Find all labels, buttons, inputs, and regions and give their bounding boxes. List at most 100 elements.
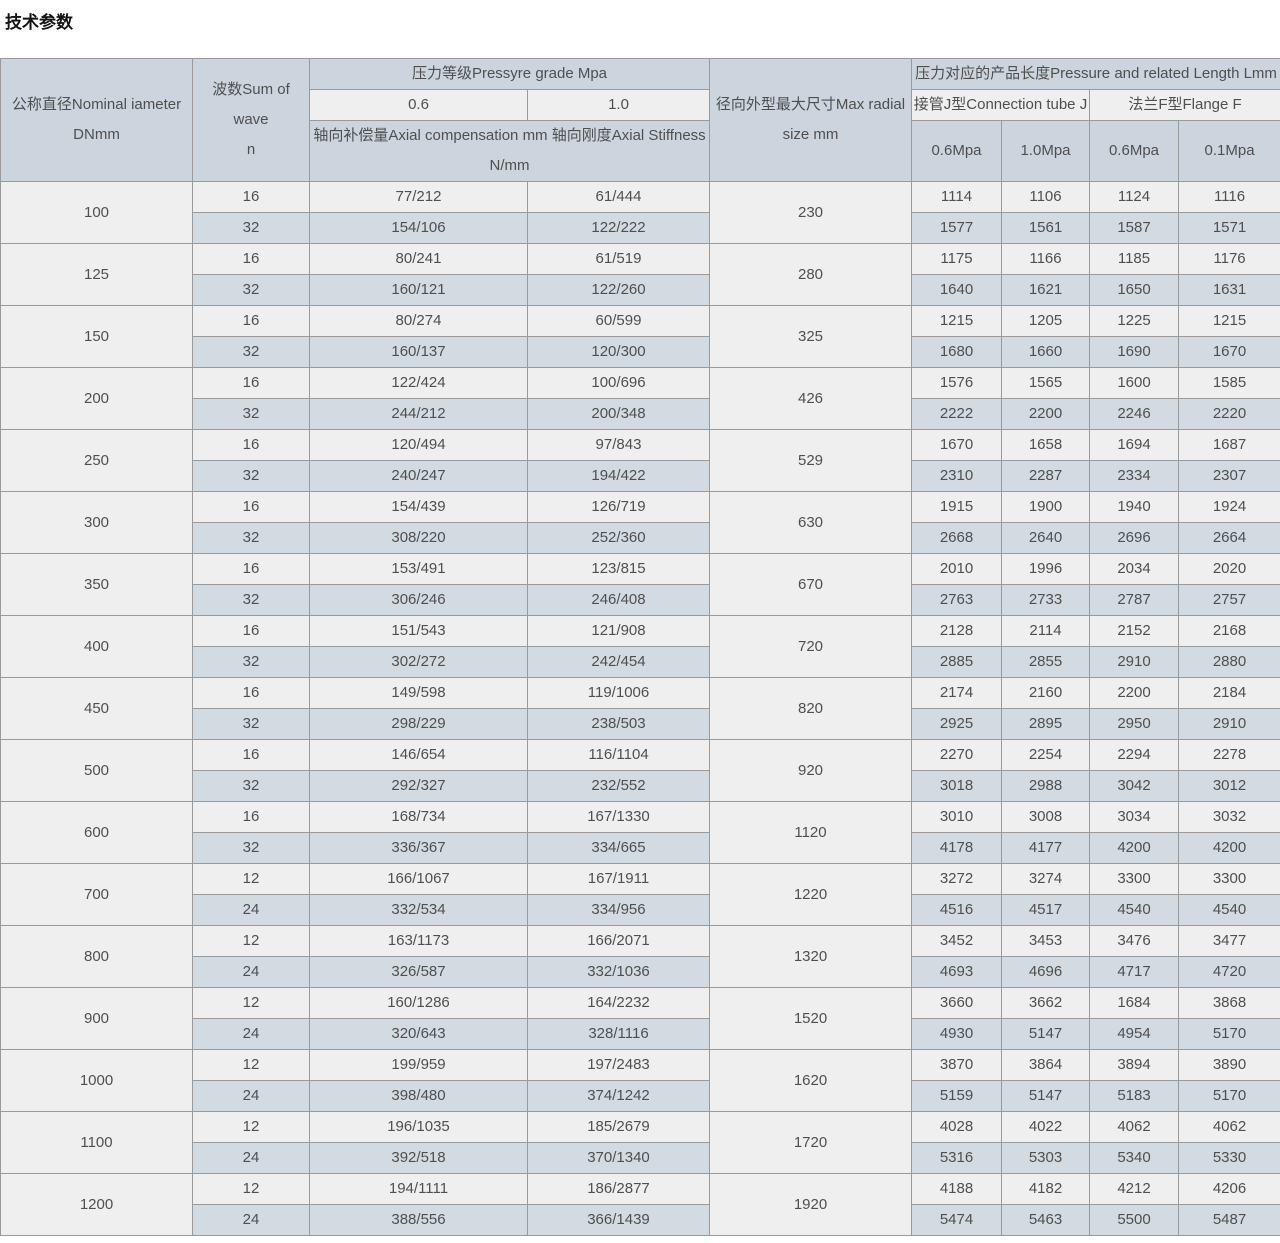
header-nominal-diameter-line2: DNmm — [73, 126, 120, 143]
tube-0.6mpa-length-cell: 2885 — [911, 646, 1002, 678]
tube-1.0mpa-length-cell: 5147 — [1001, 1080, 1090, 1112]
flange-0.6mpa-length-cell: 4540 — [1089, 894, 1179, 926]
tube-1.0mpa-length-cell: 3274 — [1001, 863, 1090, 895]
tube-0.6mpa-length-cell: 4188 — [911, 1173, 1002, 1205]
tube-0.6mpa-length-cell: 3010 — [911, 801, 1002, 833]
axial-1.0-cell: 164/2232 — [527, 987, 710, 1019]
axial-0.6-cell: 240/247 — [309, 460, 528, 492]
tube-1.0mpa-length-cell: 2200 — [1001, 398, 1090, 430]
axial-0.6-cell: 120/494 — [309, 429, 528, 461]
flange-0.1mpa-length-cell: 1571 — [1177, 212, 1280, 244]
flange-0.1mpa-length-cell: 2880 — [1177, 646, 1280, 678]
axial-0.6-cell: 160/1286 — [309, 987, 528, 1019]
tube-0.6mpa-length-cell: 2925 — [911, 708, 1002, 740]
axial-1.0-cell: 97/843 — [527, 429, 710, 461]
max-radial-size-cell: 820 — [709, 677, 912, 740]
tube-0.6mpa-length-cell: 4930 — [911, 1018, 1002, 1050]
table-row: 800 12 163/1173 166/2071 1320 3452 3453 3476 347… — [0, 925, 1280, 988]
flange-0.6mpa-length-cell: 4212 — [1089, 1173, 1179, 1205]
flange-0.1mpa-length-cell: 1670 — [1177, 336, 1280, 368]
tube-1.0mpa-length-cell: 1658 — [1001, 429, 1090, 461]
max-radial-size-cell: 529 — [709, 429, 912, 492]
header-wave-count: 波数Sum of wave n — [192, 58, 310, 182]
dn-cell: 300 — [0, 491, 193, 554]
flange-0.1mpa-length-cell: 1585 — [1177, 367, 1280, 399]
max-radial-size-cell: 1520 — [709, 987, 912, 1050]
axial-0.6-cell: 166/1067 — [309, 863, 528, 895]
tube-0.6mpa-length-cell: 2310 — [911, 460, 1002, 492]
table-row: 600 16 168/734 167/1330 1120 3010 3008 3034 3032 — [0, 801, 1280, 864]
tube-1.0mpa-length-cell: 4696 — [1001, 956, 1090, 988]
wave-count-cell: 32 — [192, 460, 310, 492]
tube-1.0mpa-length-cell: 3008 — [1001, 801, 1090, 833]
tube-0.6mpa-length-cell: 5316 — [911, 1142, 1002, 1174]
flange-0.1mpa-length-cell: 5170 — [1177, 1080, 1280, 1112]
axial-0.6-cell: 320/643 — [309, 1018, 528, 1050]
flange-0.6mpa-length-cell: 4717 — [1089, 956, 1179, 988]
tube-0.6mpa-length-cell: 1680 — [911, 336, 1002, 368]
flange-0.1mpa-length-cell: 3012 — [1177, 770, 1280, 802]
tube-1.0mpa-length-cell: 1106 — [1001, 181, 1090, 213]
header-max-radial-size: 径向外型最大尺寸Max radial size mm — [709, 58, 912, 182]
flange-0.6mpa-length-cell: 5340 — [1089, 1142, 1179, 1174]
dn-cell: 450 — [0, 677, 193, 740]
tube-1.0mpa-length-cell: 2895 — [1001, 708, 1090, 740]
flange-0.1mpa-length-cell: 2220 — [1177, 398, 1280, 430]
axial-1.0-cell: 122/260 — [527, 274, 710, 306]
header-grade-1.0: 1.0 — [527, 89, 710, 121]
header-flange-0.6mpa: 0.6Mpa — [1089, 120, 1179, 182]
axial-1.0-cell: 242/454 — [527, 646, 710, 678]
table-row: 450 16 149/598 119/1006 820 2174 2160 2200 2184 — [0, 677, 1280, 740]
axial-0.6-cell: 398/480 — [309, 1080, 528, 1112]
dn-cell: 900 — [0, 987, 193, 1050]
axial-1.0-cell: 374/1242 — [527, 1080, 710, 1112]
flange-0.1mpa-length-cell: 4720 — [1177, 956, 1280, 988]
table-row: 350 16 153/491 123/815 670 2010 1996 2034 2020 — [0, 553, 1280, 616]
tube-0.6mpa-length-cell: 4178 — [911, 832, 1002, 864]
axial-1.0-cell: 185/2679 — [527, 1111, 710, 1143]
table-row: 1200 12 194/1111 186/2877 1920 4188 4182 4212 42… — [0, 1173, 1280, 1236]
axial-0.6-cell: 168/734 — [309, 801, 528, 833]
table-row: 32 160/121 122/260 1640 1621 1650 1631 — [1, 274, 1280, 306]
axial-0.6-cell: 306/246 — [309, 584, 528, 616]
wave-count-cell: 16 — [192, 491, 310, 523]
flange-0.1mpa-length-cell: 5330 — [1177, 1142, 1280, 1174]
dn-cell: 800 — [0, 925, 193, 988]
wave-count-cell: 24 — [192, 1018, 310, 1050]
table-row: 32 154/106 122/222 1577 1561 1587 1571 — [1, 212, 1280, 244]
table-row: 900 12 160/1286 164/2232 1520 3660 3662 1684 386… — [0, 987, 1280, 1050]
tube-1.0mpa-length-cell: 3864 — [1001, 1049, 1090, 1081]
axial-0.6-cell: 122/424 — [309, 367, 528, 399]
tube-1.0mpa-length-cell: 2988 — [1001, 770, 1090, 802]
axial-1.0-cell: 200/348 — [527, 398, 710, 430]
max-radial-size-cell: 1320 — [709, 925, 912, 988]
axial-0.6-cell: 332/534 — [309, 894, 528, 926]
table-row: 24 332/534 334/956 4516 4517 4540 4540 — [1, 894, 1280, 926]
max-radial-size-cell: 1720 — [709, 1111, 912, 1174]
table-row: 150 16 80/274 60/599 325 1215 1205 1225 1215 — [0, 305, 1280, 368]
wave-count-cell: 16 — [192, 243, 310, 275]
flange-0.6mpa-length-cell: 3042 — [1089, 770, 1179, 802]
max-radial-size-cell: 426 — [709, 367, 912, 430]
tube-0.6mpa-length-cell: 3272 — [911, 863, 1002, 895]
flange-0.1mpa-length-cell: 2278 — [1177, 739, 1280, 771]
axial-1.0-cell: 238/503 — [527, 708, 710, 740]
tube-0.6mpa-length-cell: 1577 — [911, 212, 1002, 244]
flange-0.6mpa-length-cell: 5183 — [1089, 1080, 1179, 1112]
header-pressure-grade: 压力等级Pressyre grade Mpa — [309, 58, 710, 90]
wave-count-cell: 24 — [192, 1080, 310, 1112]
wave-count-cell: 12 — [192, 925, 310, 957]
flange-0.1mpa-length-cell: 3032 — [1177, 801, 1280, 833]
dn-cell: 700 — [0, 863, 193, 926]
flange-0.1mpa-length-cell: 1116 — [1177, 181, 1280, 213]
header-grade-0.6: 0.6 — [309, 89, 528, 121]
wave-count-cell: 16 — [192, 739, 310, 771]
wave-count-cell: 24 — [192, 1204, 310, 1236]
wave-count-cell: 12 — [192, 1173, 310, 1205]
flange-0.6mpa-length-cell: 2152 — [1089, 615, 1179, 647]
flange-0.1mpa-length-cell: 1687 — [1177, 429, 1280, 461]
flange-0.6mpa-length-cell: 1650 — [1089, 274, 1179, 306]
wave-count-cell: 12 — [192, 987, 310, 1019]
tube-1.0mpa-length-cell: 5147 — [1001, 1018, 1090, 1050]
axial-0.6-cell: 308/220 — [309, 522, 528, 554]
